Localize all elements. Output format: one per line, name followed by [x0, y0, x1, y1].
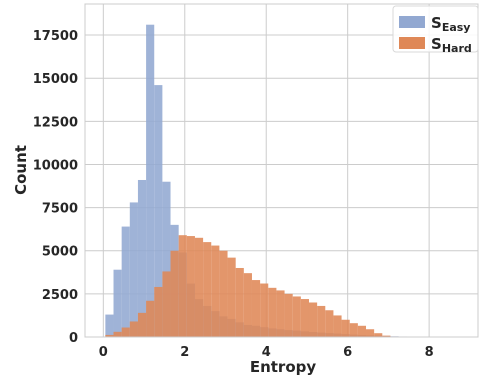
y-tick-label: 12500: [33, 115, 78, 130]
histogram-bar: [260, 283, 269, 337]
bars-layer: [105, 24, 432, 338]
histogram-bar: [341, 319, 350, 337]
y-tick-label: 0: [69, 331, 78, 346]
x-axis-title: Entropy: [250, 358, 317, 376]
histogram-bar: [357, 325, 367, 337]
histogram-bar: [129, 202, 138, 337]
x-tick-label: 8: [425, 345, 434, 360]
histogram-bar: [113, 331, 122, 337]
x-tick-label: 0: [99, 345, 108, 360]
legend-label: SEasy: [431, 14, 470, 34]
histogram-bar: [292, 296, 301, 337]
axes-layer: [84, 3, 479, 338]
histogram-bar: [137, 179, 147, 337]
histogram-bar: [268, 287, 277, 337]
histogram-bar: [129, 321, 138, 337]
histogram-bar: [219, 250, 228, 337]
legend-swatch: [399, 16, 425, 28]
legend-swatch: [399, 37, 425, 49]
histogram-bar: [105, 334, 114, 337]
histogram-bar: [146, 300, 155, 337]
histogram-bar: [300, 299, 309, 337]
histogram-bar: [162, 271, 171, 337]
y-tick-label: 17500: [33, 29, 78, 44]
y-tick-label: 5000: [42, 245, 78, 260]
x-tick-label: 6: [343, 345, 352, 360]
histogram-bar: [308, 302, 318, 337]
y-tick-label: 7500: [42, 202, 78, 217]
legend-item: SHard: [399, 35, 472, 55]
histogram-bar: [105, 314, 114, 337]
legend-item: SEasy: [399, 14, 470, 34]
y-tick-label: 15000: [33, 72, 78, 87]
y-axis-title: Count: [12, 145, 30, 195]
histogram-bar: [235, 267, 244, 337]
histogram-bar: [243, 273, 252, 337]
histogram-bar: [227, 257, 236, 337]
histogram-bar: [121, 327, 130, 337]
histogram-bar: [154, 85, 163, 337]
x-tick-label: 4: [262, 345, 271, 360]
histogram-bar: [325, 310, 334, 337]
histogram-bar: [349, 323, 358, 337]
histogram-bar: [178, 235, 187, 337]
histogram-bar: [203, 242, 212, 337]
histogram-bar: [137, 312, 147, 337]
histogram-bar: [162, 181, 171, 337]
histogram-bar: [317, 305, 326, 337]
histogram-bar: [251, 280, 261, 337]
histogram-bar: [276, 290, 285, 337]
histogram-bar: [374, 333, 383, 337]
histogram-bar: [186, 236, 195, 337]
plot-frame: [84, 3, 479, 338]
histogram-bar: [211, 245, 220, 337]
histogram-bar: [121, 226, 130, 337]
histogram-bar: [194, 237, 204, 337]
histogram-bar: [333, 315, 342, 337]
x-tick-label: 2: [180, 345, 189, 360]
tick-labels: 0 2 4 6 8 0 2500 5000 7500 10000 12500 15000 17500: [33, 29, 434, 360]
histogram-bar: [170, 250, 179, 337]
histogram-bar: [154, 286, 163, 337]
histogram-bar: [284, 293, 293, 337]
histogram-bar: [113, 269, 122, 337]
legend-label: SHard: [431, 35, 472, 55]
histogram-bar: [382, 335, 391, 337]
histogram-bar: [146, 24, 155, 338]
y-tick-label: 10000: [33, 158, 78, 173]
histogram-bar: [366, 329, 375, 337]
series-s-hard: [105, 235, 415, 337]
y-tick-label: 2500: [42, 288, 78, 303]
